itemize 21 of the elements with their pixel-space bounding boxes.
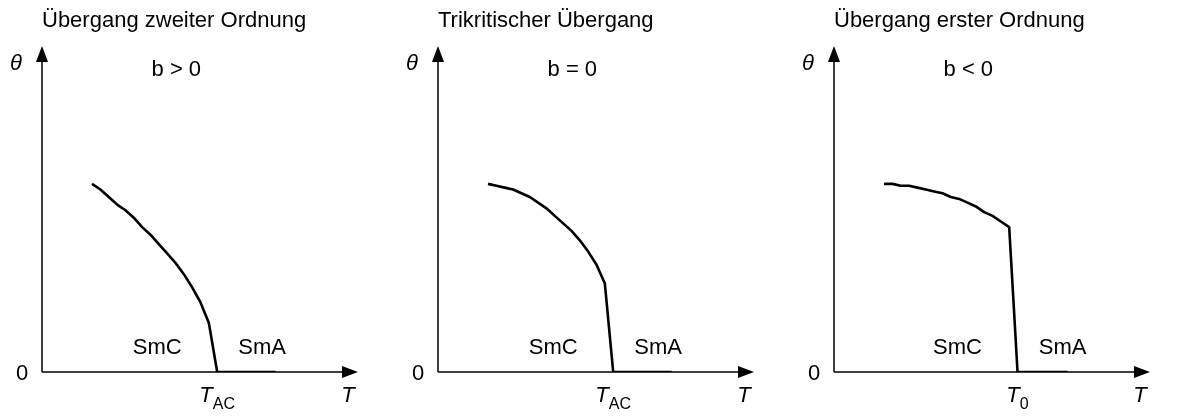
annotation: SmA bbox=[238, 334, 287, 359]
y-axis-title: θ bbox=[10, 50, 23, 76]
annotation: SmC bbox=[132, 334, 182, 359]
text: b = 0 bbox=[547, 56, 598, 82]
chart-title: Übergang erster Ordnung bbox=[834, 7, 1085, 33]
text: 0 bbox=[807, 360, 821, 385]
annotation: SmC bbox=[933, 334, 983, 359]
text: b < 0 bbox=[943, 56, 994, 82]
y-axis-title: θ bbox=[802, 50, 815, 76]
text: 0 bbox=[15, 360, 29, 385]
chart-title: Trikritischer Übergang bbox=[438, 7, 654, 33]
annotation: SmA bbox=[634, 334, 683, 359]
chart-title: Übergang zweiter Ordnung bbox=[42, 7, 307, 33]
text: b > 0 bbox=[151, 56, 202, 82]
x-axis-title: T bbox=[341, 382, 357, 407]
x-axis-title: T bbox=[1133, 382, 1149, 407]
annotation: SmC bbox=[528, 334, 578, 359]
y-axis-title: θ bbox=[406, 50, 419, 76]
annotation: SmA bbox=[1038, 334, 1087, 359]
x-axis-title: T bbox=[737, 382, 753, 407]
text: 0 bbox=[411, 360, 425, 385]
